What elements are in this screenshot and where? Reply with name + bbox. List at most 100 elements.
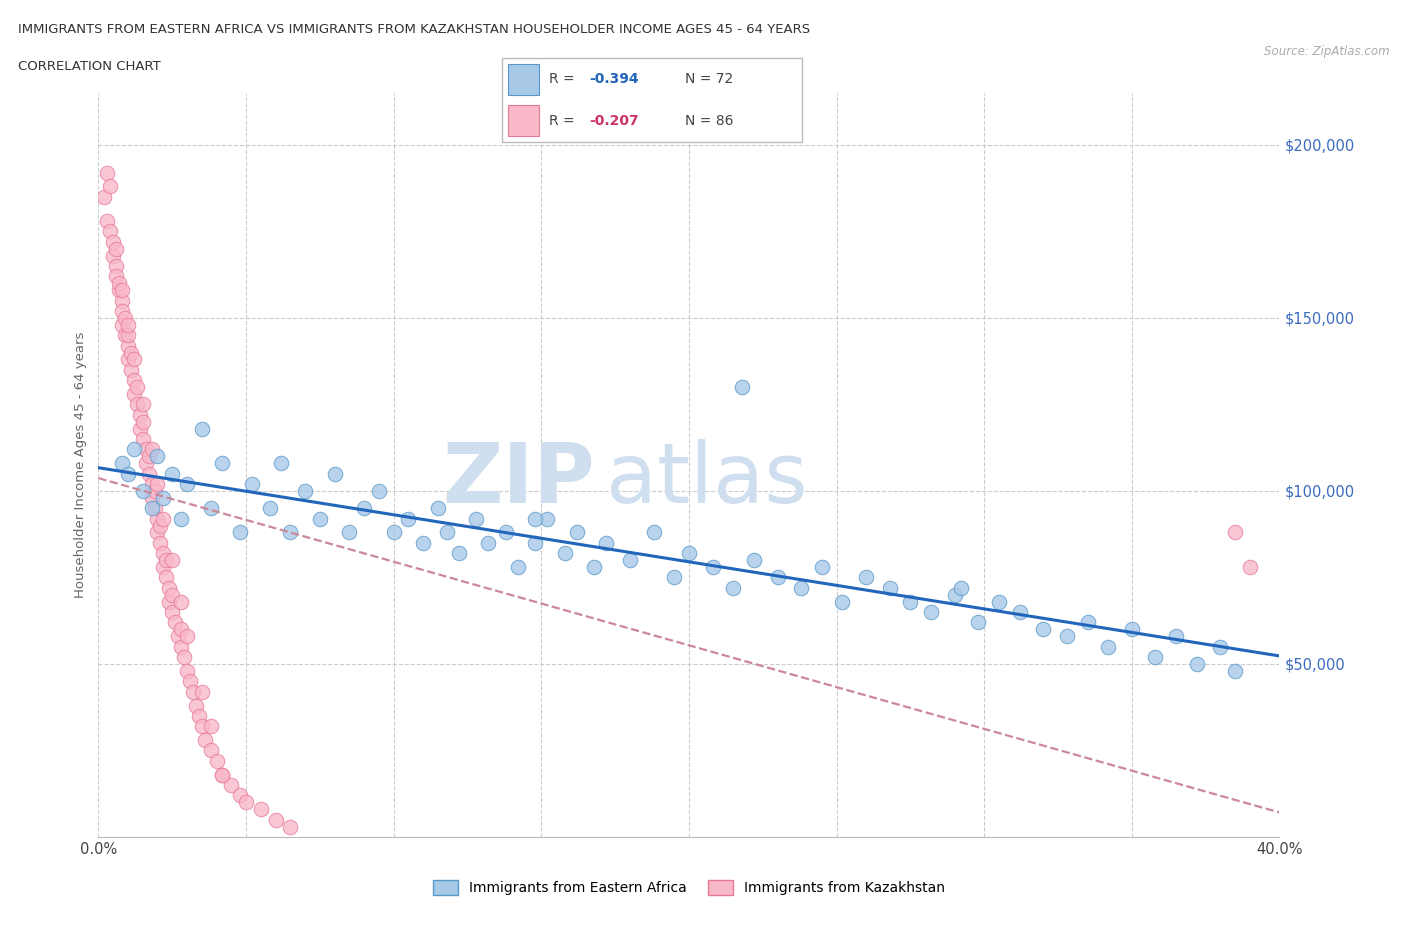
Point bbox=[105, 259, 128, 273]
Point bbox=[155, 570, 177, 585]
Point bbox=[1121, 622, 1143, 637]
Point bbox=[120, 363, 142, 378]
Point bbox=[191, 684, 214, 699]
Point bbox=[165, 615, 187, 630]
Point bbox=[111, 317, 134, 332]
Point bbox=[170, 639, 193, 654]
Point bbox=[162, 604, 183, 619]
Point bbox=[200, 719, 222, 734]
Point bbox=[353, 501, 375, 516]
Point bbox=[141, 501, 163, 516]
Point bbox=[191, 421, 214, 436]
Point bbox=[111, 456, 134, 471]
Point bbox=[278, 819, 302, 834]
Point bbox=[1097, 639, 1119, 654]
Point bbox=[128, 407, 150, 422]
Point bbox=[309, 512, 332, 526]
Point bbox=[259, 501, 281, 516]
Point bbox=[436, 525, 458, 540]
Point bbox=[211, 456, 233, 471]
Point bbox=[135, 442, 157, 457]
Point bbox=[141, 476, 163, 491]
Text: N = 86: N = 86 bbox=[685, 113, 733, 127]
Point bbox=[117, 352, 139, 367]
Point bbox=[103, 248, 125, 263]
Point bbox=[664, 570, 686, 585]
Point bbox=[1032, 622, 1054, 637]
Point bbox=[900, 594, 922, 609]
Point bbox=[205, 753, 228, 768]
Point bbox=[96, 166, 118, 180]
Point bbox=[170, 622, 193, 637]
Point bbox=[138, 466, 160, 481]
Point bbox=[103, 234, 125, 249]
Point bbox=[176, 629, 198, 644]
Text: -0.394: -0.394 bbox=[589, 73, 638, 86]
Point bbox=[211, 767, 233, 782]
Point bbox=[565, 525, 588, 540]
Point bbox=[111, 283, 134, 298]
Point bbox=[167, 629, 190, 644]
Point bbox=[412, 536, 434, 551]
Point bbox=[184, 698, 207, 713]
Text: CORRELATION CHART: CORRELATION CHART bbox=[18, 60, 162, 73]
Point bbox=[702, 560, 724, 575]
Point bbox=[1077, 615, 1099, 630]
Point bbox=[1144, 650, 1167, 665]
Point bbox=[229, 788, 252, 803]
Point bbox=[465, 512, 488, 526]
Point bbox=[105, 241, 128, 256]
Text: atlas: atlas bbox=[606, 439, 808, 521]
Legend: Immigrants from Eastern Africa, Immigrants from Kazakhstan: Immigrants from Eastern Africa, Immigran… bbox=[427, 875, 950, 901]
Point bbox=[128, 421, 150, 436]
Point bbox=[524, 536, 547, 551]
Point bbox=[1239, 560, 1261, 575]
Point bbox=[98, 224, 121, 239]
Point bbox=[122, 373, 145, 388]
Point bbox=[162, 552, 183, 567]
Text: N = 72: N = 72 bbox=[685, 73, 733, 86]
Point bbox=[149, 536, 172, 551]
Point bbox=[524, 512, 547, 526]
Point bbox=[141, 442, 163, 457]
Point bbox=[117, 317, 139, 332]
Point bbox=[125, 397, 148, 412]
Point bbox=[337, 525, 360, 540]
FancyBboxPatch shape bbox=[509, 105, 540, 136]
Point bbox=[194, 733, 217, 748]
Point bbox=[554, 546, 576, 561]
Point bbox=[790, 580, 813, 595]
Point bbox=[1056, 629, 1078, 644]
Point bbox=[132, 484, 155, 498]
Point bbox=[117, 327, 139, 342]
Point bbox=[270, 456, 292, 471]
Point bbox=[138, 449, 160, 464]
Point bbox=[831, 594, 853, 609]
Point bbox=[678, 546, 700, 561]
Point bbox=[105, 269, 128, 284]
Point bbox=[111, 303, 134, 318]
Point bbox=[810, 560, 832, 575]
Point bbox=[742, 552, 765, 567]
Point bbox=[721, 580, 744, 595]
Point bbox=[132, 432, 155, 446]
Point bbox=[117, 466, 139, 481]
Point bbox=[1008, 604, 1031, 619]
Point bbox=[619, 552, 641, 567]
Point bbox=[278, 525, 302, 540]
Point bbox=[211, 767, 233, 782]
Point bbox=[170, 594, 193, 609]
Point bbox=[235, 795, 257, 810]
Point bbox=[967, 615, 990, 630]
Point bbox=[200, 501, 222, 516]
Text: R =: R = bbox=[548, 113, 579, 127]
Point bbox=[191, 719, 214, 734]
Point bbox=[157, 594, 180, 609]
Point bbox=[323, 466, 346, 481]
Point bbox=[219, 777, 242, 792]
Text: R =: R = bbox=[548, 73, 579, 86]
Point bbox=[536, 512, 558, 526]
Point bbox=[146, 512, 169, 526]
Point bbox=[122, 387, 145, 402]
Point bbox=[250, 802, 273, 817]
